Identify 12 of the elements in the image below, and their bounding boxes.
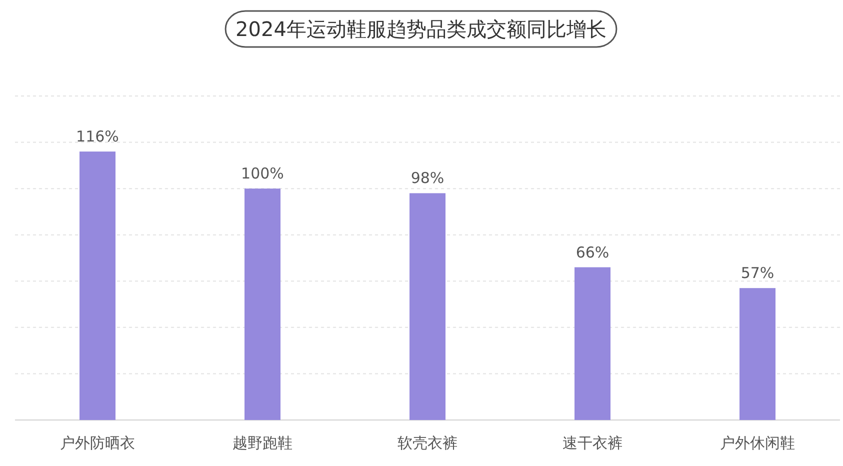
chart-title: 2024年运动鞋服趋势品类成交额同比增长 — [236, 17, 606, 41]
data-label: 98% — [410, 169, 444, 188]
data-label: 116% — [76, 128, 119, 146]
data-label: 57% — [740, 264, 774, 282]
data-label: 100% — [241, 164, 284, 183]
x-tick-label: 速干衣裤 — [562, 434, 622, 452]
x-tick-label: 软壳衣裤 — [398, 434, 458, 452]
data-label: 66% — [576, 243, 610, 262]
x-tick-label: 户外防晒衣 — [60, 434, 135, 452]
x-tick-label: 户外休闲鞋 — [720, 434, 795, 452]
x-tick-label: 越野跑鞋 — [232, 434, 292, 452]
title: 2024年运动鞋服趋势品类成交额同比增长 — [224, 10, 618, 48]
